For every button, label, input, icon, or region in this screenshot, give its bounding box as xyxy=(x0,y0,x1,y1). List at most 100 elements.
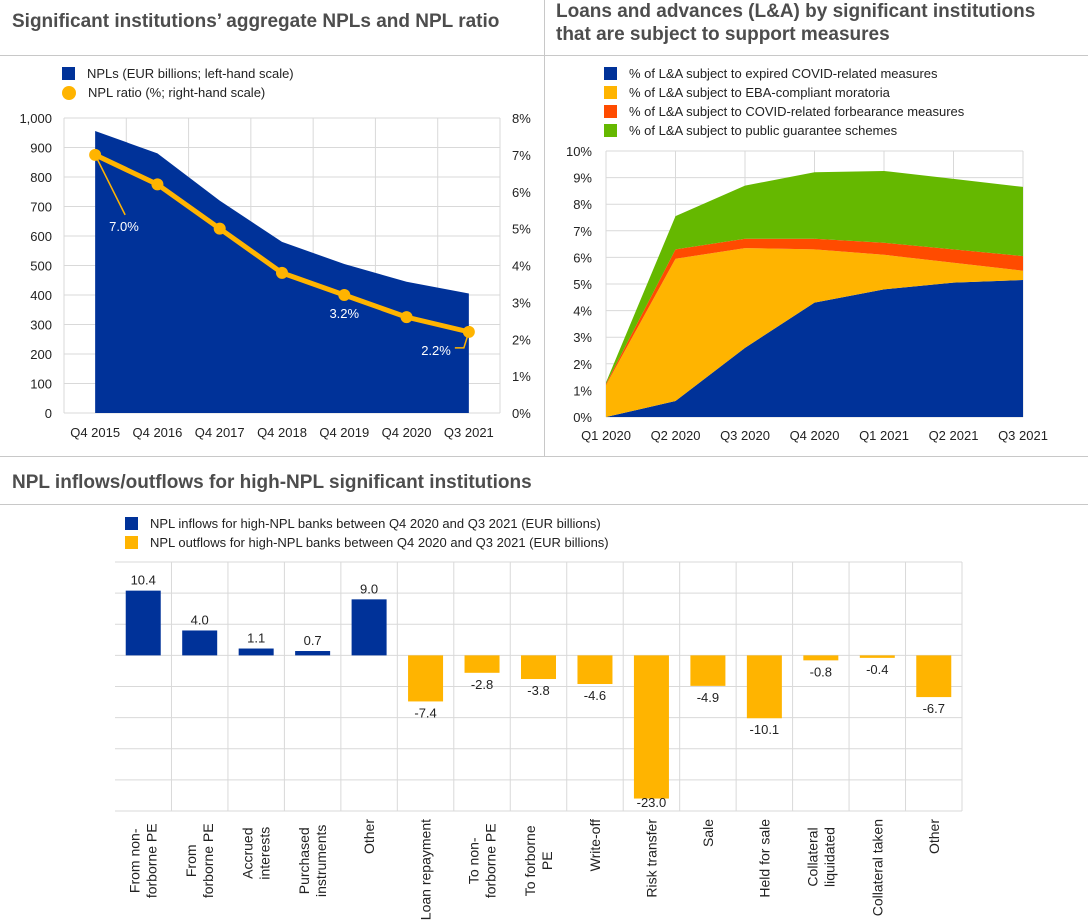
y-tick-left: 200 xyxy=(30,347,52,362)
x-tick-label: Other xyxy=(361,819,377,854)
legend-label-forbearance: % of L&A subject to COVID-related forbea… xyxy=(629,104,965,119)
inflow-bar xyxy=(182,630,218,656)
y-tick-left: 0 xyxy=(45,406,52,421)
x-tick-label-line: Purchased xyxy=(296,827,312,894)
y-tick-right: 1% xyxy=(512,369,531,384)
bar-value-label: -0.4 xyxy=(866,662,888,677)
y-tick: 8% xyxy=(573,197,592,212)
legend-swatch-npl-ratio xyxy=(62,85,76,100)
x-tick-label: Accrued interests xyxy=(240,827,273,880)
inflow-bar xyxy=(238,648,274,656)
npl-chart-title: Significant institutions’ aggregate NPLs… xyxy=(12,11,500,32)
divider-middle xyxy=(0,456,1088,457)
legend-swatch-forbearance xyxy=(604,105,617,118)
x-tick-label-line: interests xyxy=(257,827,273,880)
npl-ratio-point xyxy=(400,311,413,324)
legend-item-npl-ratio: NPL ratio (%; right-hand scale) xyxy=(62,83,294,102)
y-tick-right: 5% xyxy=(512,222,531,237)
x-tick-label-line: Other xyxy=(361,819,377,854)
y-tick-left: 400 xyxy=(30,288,52,303)
legend-item-moratoria: % of L&A subject to EBA-compliant morato… xyxy=(604,83,964,102)
y-tick-right: 8% xyxy=(512,111,531,126)
x-tick-label: Q3 2021 xyxy=(444,425,494,440)
flows-chart: 10.4 4.0 1.1 0.7 9.0 -7.4 -2.8 -3.8 -4.6 -23.0 -4.… xyxy=(115,561,963,920)
y-tick: 10% xyxy=(566,144,592,159)
outflow-bar xyxy=(464,655,500,673)
npl-ratio-point xyxy=(213,222,226,235)
y-tick: 4% xyxy=(573,304,592,319)
x-tick-label-line: instruments xyxy=(313,825,329,897)
x-tick-label-line: Sale xyxy=(700,819,716,847)
legend-item-forbearance: % of L&A subject to COVID-related forbea… xyxy=(604,102,964,121)
y-tick: 9% xyxy=(573,171,592,186)
x-tick-label: Loan repayment xyxy=(418,819,434,920)
x-tick-label: Collateral taken xyxy=(869,819,885,916)
inflow-bar xyxy=(125,590,161,656)
bar-value-label: -6.7 xyxy=(923,701,945,716)
npl-chart: 0 100 200 300 400 500 600 700 800 900 1,000 0% 1% 2% 3… xyxy=(19,111,531,440)
x-tick-label-line: To forborne xyxy=(522,825,538,896)
y-tick-right: 7% xyxy=(512,148,531,163)
legend-label-npl-ratio: NPL ratio (%; right-hand scale) xyxy=(88,85,266,100)
y-tick-left: 1,000 xyxy=(19,111,52,126)
y-tick-right: 6% xyxy=(512,185,531,200)
annotation-label: 7.0% xyxy=(109,219,139,234)
legend-swatch-guarantee xyxy=(604,124,617,137)
outflow-bar xyxy=(916,655,952,698)
x-tick-label: Q4 2016 xyxy=(132,425,182,440)
x-tick-label: Other xyxy=(926,819,942,854)
x-tick-label: Q4 2020 xyxy=(790,428,840,443)
legend-label-expired: % of L&A subject to expired COVID-relate… xyxy=(629,66,938,81)
bar-value-label: -0.8 xyxy=(810,664,832,679)
flows-chart-title: NPL inflows/outflows for high-NPL signif… xyxy=(12,472,532,493)
la-chart-title-line-1: Loans and advances (L&A) by significant … xyxy=(556,1,1036,22)
stacked-area-2 xyxy=(606,238,1023,386)
annotation-leader xyxy=(94,154,126,216)
la-chart: 0% 1% 2% 3% 4% 5% 6% 7% 8% 9% 10% Q1 2020 Q2 2020 Q3 … xyxy=(566,144,1048,443)
x-tick-label-line: forborne PE xyxy=(483,823,499,898)
bar-value-label: -10.1 xyxy=(750,722,780,737)
outflow-bar xyxy=(408,655,444,702)
x-tick-label-line: liquidated xyxy=(821,827,837,887)
y-tick: 0% xyxy=(573,410,592,425)
la-legend: % of L&A subject to expired COVID-relate… xyxy=(604,64,964,140)
stacked-area-3 xyxy=(606,170,1023,384)
y-tick: 2% xyxy=(573,357,592,372)
y-tick: 5% xyxy=(573,277,592,292)
legend-item-npls: NPLs (EUR billions; left-hand scale) xyxy=(62,64,294,83)
x-tick-label-line: From non- xyxy=(127,828,143,893)
x-tick-label: Q4 2019 xyxy=(319,425,369,440)
npl-ratio-point xyxy=(276,266,288,279)
divider-bottom-title xyxy=(0,504,1088,505)
divider-vertical xyxy=(544,0,545,457)
outflow-bar xyxy=(859,655,895,658)
x-tick-label-line: Risk transfer xyxy=(643,819,659,898)
legend-swatch-inflows xyxy=(125,517,138,530)
inflow-bar xyxy=(295,651,331,656)
outflow-bar xyxy=(746,655,782,719)
x-tick-label: From forborne PE xyxy=(183,823,216,898)
x-tick-label: Q4 2017 xyxy=(195,425,245,440)
x-tick-label: Q3 2020 xyxy=(720,428,770,443)
outflow-bar xyxy=(690,655,726,686)
bar-value-label: -7.4 xyxy=(414,705,436,720)
x-tick-label: Q2 2020 xyxy=(651,428,701,443)
x-tick-label-line: Accrued xyxy=(240,828,256,879)
y-tick: 1% xyxy=(573,383,592,398)
x-tick-label-line: Collateral xyxy=(804,827,820,886)
legend-item-expired: % of L&A subject to expired COVID-relate… xyxy=(604,64,964,83)
y-tick: 6% xyxy=(573,250,592,265)
annotation-leader xyxy=(454,331,470,349)
legend-swatch-npls xyxy=(62,67,75,80)
outflow-bar xyxy=(633,655,669,799)
flows-legend: NPL inflows for high-NPL banks between Q… xyxy=(125,514,609,552)
annotation-label: 2.2% xyxy=(421,343,451,358)
y-tick-left: 900 xyxy=(30,141,52,156)
outflow-bar xyxy=(803,655,839,661)
x-tick-label-line: Loan repayment xyxy=(418,819,434,920)
npl-ratio-point xyxy=(151,178,164,191)
y-tick-right: 4% xyxy=(512,259,531,274)
outflow-bar xyxy=(521,655,556,680)
x-tick-label-line: PE xyxy=(539,851,555,870)
legend-swatch-outflows xyxy=(125,536,138,549)
